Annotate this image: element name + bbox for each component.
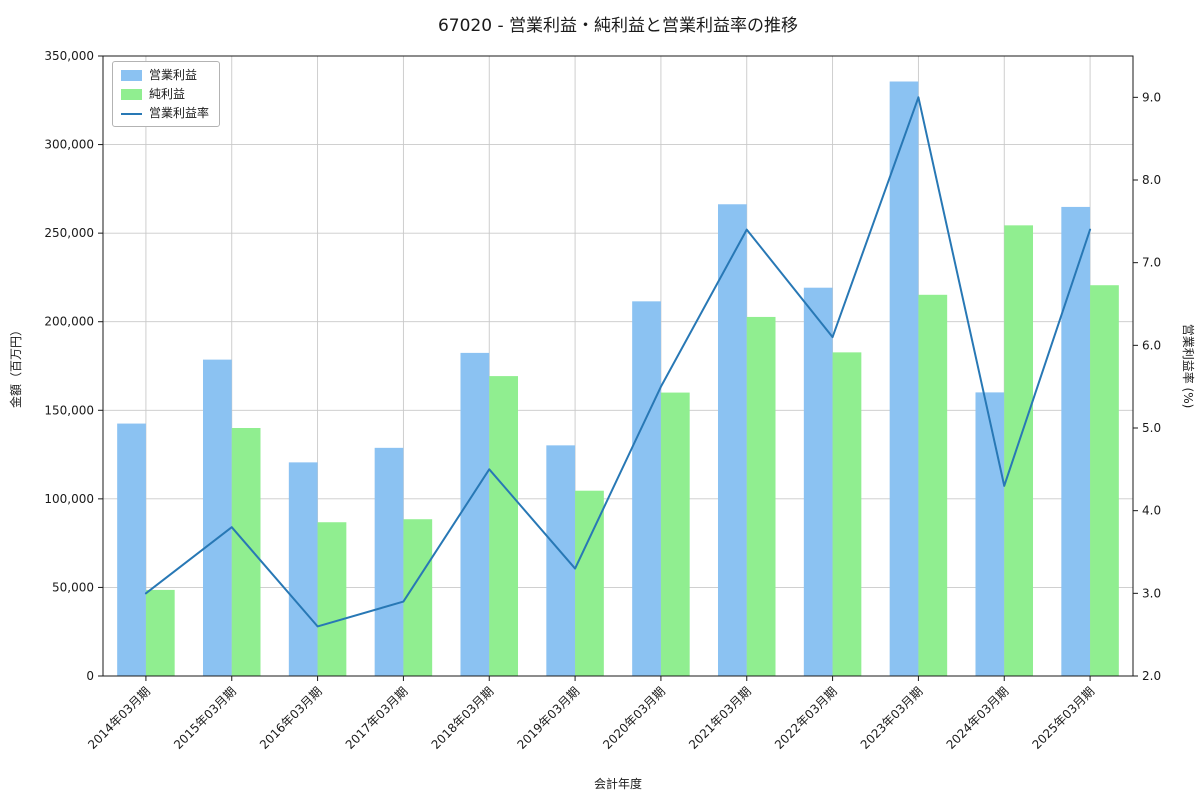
legend-swatch-operating-profit bbox=[121, 69, 142, 81]
svg-text:2020年03月期: 2020年03月期 bbox=[600, 684, 668, 752]
svg-text:200,000: 200,000 bbox=[44, 315, 94, 329]
svg-text:2024年03月期: 2024年03月期 bbox=[944, 684, 1012, 752]
chart-legend: 営業利益 純利益 営業利益率 bbox=[112, 61, 221, 127]
svg-text:2.0: 2.0 bbox=[1142, 669, 1161, 683]
legend-label-operating-profit: 営業利益 bbox=[149, 68, 198, 82]
svg-text:2021年03月期: 2021年03月期 bbox=[686, 684, 754, 752]
svg-text:2015年03月期: 2015年03月期 bbox=[171, 684, 239, 752]
svg-text:8.0: 8.0 bbox=[1142, 173, 1161, 187]
svg-text:2014年03月期: 2014年03月期 bbox=[85, 684, 153, 752]
svg-text:4.0: 4.0 bbox=[1142, 504, 1161, 518]
svg-text:150,000: 150,000 bbox=[44, 403, 94, 417]
svg-text:5.0: 5.0 bbox=[1142, 421, 1161, 435]
legend-swatch-net-profit bbox=[121, 88, 142, 100]
svg-text:3.0: 3.0 bbox=[1142, 586, 1161, 600]
svg-text:2022年03月期: 2022年03月期 bbox=[772, 684, 840, 752]
svg-text:金額（百万円）: 金額（百万円） bbox=[8, 324, 23, 408]
svg-text:会計年度: 会計年度 bbox=[594, 776, 642, 791]
svg-text:0: 0 bbox=[86, 669, 94, 683]
svg-text:2019年03月期: 2019年03月期 bbox=[514, 684, 582, 752]
svg-text:50,000: 50,000 bbox=[52, 580, 94, 594]
svg-text:9.0: 9.0 bbox=[1142, 90, 1161, 104]
svg-text:営業利益率 (%): 営業利益率 (%) bbox=[1181, 324, 1196, 409]
svg-text:2025年03月期: 2025年03月期 bbox=[1029, 684, 1097, 752]
legend-swatch-operating-margin bbox=[121, 112, 142, 115]
legend-label-operating-margin: 営業利益率 bbox=[149, 106, 210, 120]
legend-item-net-profit: 純利益 bbox=[121, 88, 209, 100]
svg-text:250,000: 250,000 bbox=[44, 226, 94, 240]
chart-title: 67020 - 営業利益・純利益と営業利益率の推移 bbox=[437, 16, 799, 36]
svg-text:350,000: 350,000 bbox=[44, 49, 94, 63]
svg-text:2016年03月期: 2016年03月期 bbox=[257, 684, 325, 752]
svg-text:100,000: 100,000 bbox=[44, 492, 94, 506]
svg-text:2023年03月期: 2023年03月期 bbox=[858, 684, 926, 752]
svg-text:7.0: 7.0 bbox=[1142, 256, 1161, 270]
legend-label-net-profit: 純利益 bbox=[149, 87, 186, 101]
legend-item-operating-profit: 営業利益 bbox=[121, 69, 209, 81]
svg-text:300,000: 300,000 bbox=[44, 138, 94, 152]
legend-item-operating-margin: 営業利益率 bbox=[121, 107, 209, 119]
svg-text:2017年03月期: 2017年03月期 bbox=[343, 684, 411, 752]
svg-text:6.0: 6.0 bbox=[1142, 338, 1161, 352]
svg-text:2018年03月期: 2018年03月期 bbox=[429, 684, 497, 752]
